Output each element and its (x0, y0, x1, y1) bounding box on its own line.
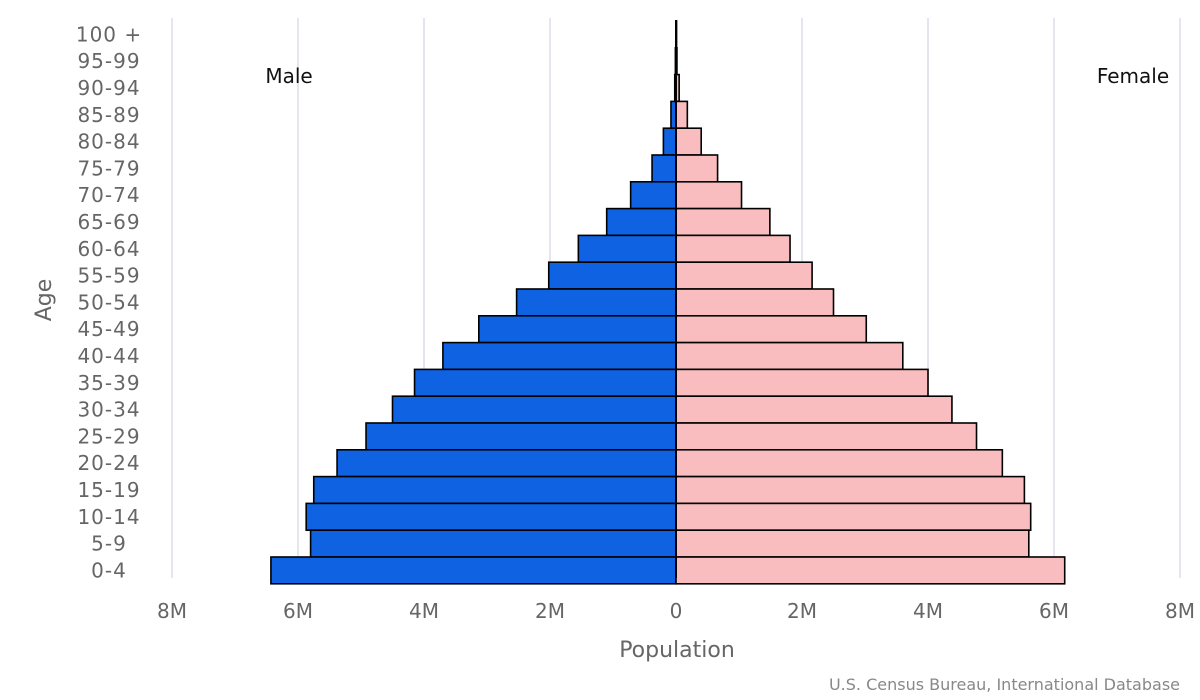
x-tick-label: 8M (157, 599, 187, 623)
bar-female-10-14 (675, 502, 1032, 531)
x-tick-label: 6M (283, 599, 313, 623)
bar-female-0-4 (675, 556, 1066, 585)
bar-male-60-64 (577, 234, 677, 263)
bar-female-25-29 (675, 422, 978, 451)
male-label: Male (265, 64, 312, 88)
age-tick-label: 15-19 (77, 478, 140, 502)
age-tick-label: 65-69 (77, 210, 140, 234)
age-tick-label: 60-64 (77, 237, 140, 261)
bar-male-65-69 (605, 207, 677, 237)
bar-female-60-64 (675, 234, 791, 263)
age-tick-label: 40-44 (77, 344, 140, 368)
age-tick-label: 35-39 (77, 371, 140, 395)
x-tick-label: 4M (409, 599, 439, 623)
x-tick-label: 2M (535, 599, 565, 623)
age-tick-label: 45-49 (77, 317, 140, 341)
bar-female-85-89 (675, 100, 689, 130)
bar-male-50-54 (515, 288, 677, 317)
age-tick-label: 55-59 (77, 264, 140, 288)
bar-male-20-24 (336, 448, 677, 478)
source-credit: U.S. Census Bureau, International Databa… (829, 675, 1180, 694)
bar-female-5-9 (675, 529, 1030, 558)
age-tick-label: 25-29 (77, 424, 140, 448)
age-tick-label: 75-79 (77, 156, 140, 180)
bar-male-40-44 (442, 341, 677, 371)
bar-male-35-39 (413, 368, 677, 397)
age-tick-label: 50-54 (77, 290, 140, 314)
bar-male-15-19 (312, 475, 677, 505)
bar-female-50-54 (675, 288, 835, 317)
bar-female-80-84 (675, 127, 703, 156)
x-tick-label: 4M (913, 599, 943, 623)
age-tick-label: 30-34 (77, 398, 140, 422)
bar-male-45-49 (478, 314, 677, 344)
age-tick-label: 100 + (76, 22, 142, 46)
bar-female-40-44 (675, 341, 904, 371)
x-tick-label: 0 (670, 599, 683, 623)
bars (270, 20, 1066, 585)
x-tick-labels: 8M 6M 4M 2M 0 2M 4M 6M 8M (157, 599, 1195, 623)
x-tick-label: 6M (1039, 599, 1069, 623)
bar-female-75-79 (675, 154, 719, 183)
bar-female-35-39 (675, 368, 929, 397)
bar-male-10-14 (305, 502, 677, 531)
bar-female-65-69 (675, 207, 771, 237)
age-tick-label: 90-94 (77, 76, 140, 100)
x-tick-label: 8M (1165, 599, 1195, 623)
bar-female-30-34 (675, 395, 953, 424)
age-tick-label: 10-14 (77, 505, 140, 529)
female-label: Female (1097, 64, 1169, 88)
y-axis-title: Age (32, 279, 57, 322)
age-tick-label: 95-99 (77, 49, 140, 73)
age-tick-label: 80-84 (77, 130, 140, 154)
x-tick-label: 2M (787, 599, 817, 623)
bar-male-80-84 (662, 127, 677, 156)
x-axis-title: Population (619, 638, 735, 663)
bar-male-25-29 (365, 422, 677, 451)
bar-male-70-74 (629, 181, 677, 210)
bar-female-15-19 (675, 475, 1026, 505)
bar-male-5-9 (309, 529, 677, 558)
bar-female-70-74 (675, 181, 743, 210)
age-tick-label: 70-74 (77, 183, 140, 207)
bar-male-55-59 (547, 261, 677, 290)
bar-female-45-49 (675, 314, 868, 344)
age-tick-label: 5-9 (91, 532, 127, 556)
age-tick-label: 0-4 (91, 558, 127, 582)
age-tick-label: 85-89 (77, 103, 140, 127)
bar-male-75-79 (651, 154, 677, 183)
bar-male-0-4 (270, 556, 677, 585)
bar-female-55-59 (675, 261, 813, 290)
bar-male-30-34 (391, 395, 677, 424)
bar-female-20-24 (675, 448, 1004, 478)
age-tick-label: 20-24 (77, 451, 140, 475)
